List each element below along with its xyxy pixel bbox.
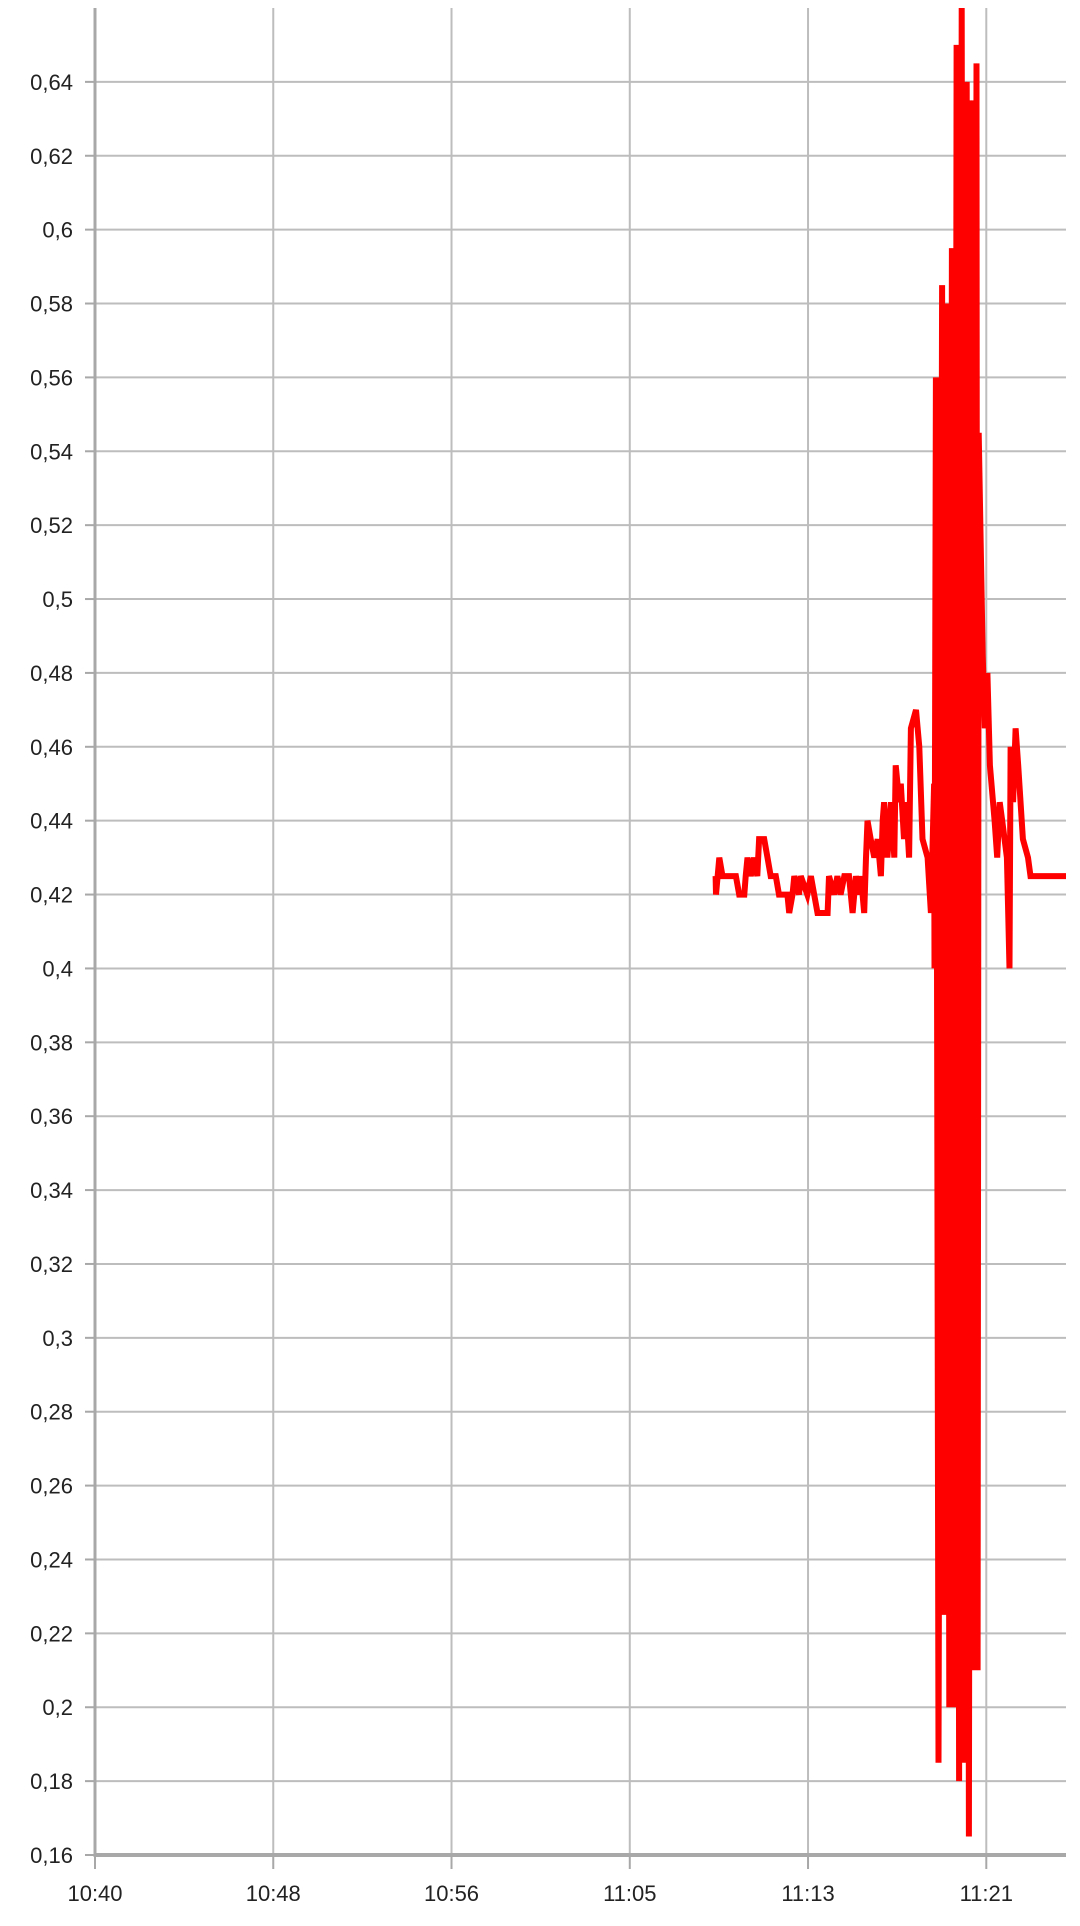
y-tick-label: 0,2 [42,1695,73,1720]
y-tick-label: 0,18 [30,1769,73,1794]
y-tick-label: 0,46 [30,735,73,760]
y-tick-label: 0,44 [30,809,73,834]
y-tick-label: 0,48 [30,661,73,686]
y-tick-label: 0,34 [30,1178,73,1203]
grid [95,8,1066,1855]
y-tick-label: 0,32 [30,1252,73,1277]
y-tick-label: 0,6 [42,218,73,243]
x-tick-label: 10:48 [246,1881,301,1906]
y-tick-label: 0,5 [42,587,73,612]
x-axis-tick-labels: 10:40 10:48 10:56 11:05 11:13 11:21 [67,1881,1013,1906]
x-tick-label: 11:21 [960,1881,1013,1906]
y-tick-label: 0,36 [30,1104,73,1129]
y-tick-label: 0,52 [30,513,73,538]
series-layer [712,7,1067,1837]
y-tick-label: 0,42 [30,883,73,908]
y-tick-label: 0,62 [30,144,73,169]
y-tick-label: 0,4 [42,956,73,981]
y-tick-label: 0,16 [30,1843,73,1868]
y-tick-label: 0,58 [30,292,73,317]
x-tick-label: 11:13 [781,1881,834,1906]
y-axis-tick-labels: 0,16 0,18 0,2 0,22 0,24 0,26 0,28 0,3 0,32 0,34 0,… [30,70,73,1868]
y-tick-label: 0,24 [30,1547,73,1572]
y-tick-label: 0,64 [30,70,73,95]
y-tick-label: 0,56 [30,365,73,390]
axes [85,8,1066,1869]
series-line [712,7,1066,1837]
y-tick-label: 0,26 [30,1474,73,1499]
y-tick-label: 0,54 [30,439,73,464]
y-tick-label: 0,28 [30,1400,73,1425]
x-tick-label: 10:40 [67,1881,122,1906]
y-tick-label: 0,3 [42,1326,73,1351]
y-tick-label: 0,38 [30,1030,73,1055]
x-tick-label: 11:05 [603,1881,656,1906]
y-tick-label: 0,22 [30,1621,73,1646]
x-tick-label: 10:56 [424,1881,479,1906]
